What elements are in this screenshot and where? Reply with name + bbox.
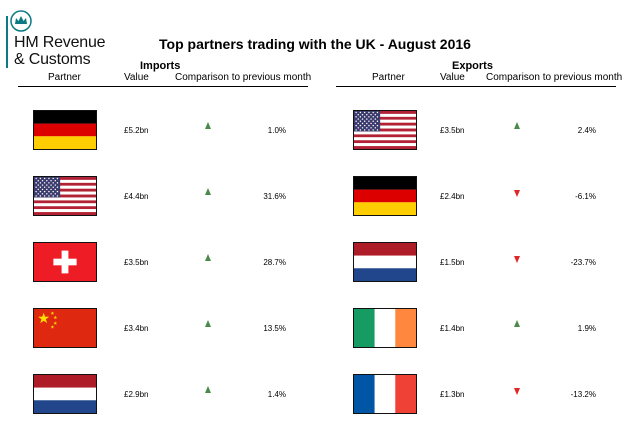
- imports-change: 1.0%: [267, 126, 286, 135]
- exports-value: £1.3bn: [440, 390, 465, 399]
- up-arrow-icon: [205, 188, 211, 195]
- switzerland-flag-icon: [33, 242, 97, 282]
- exports-value: £2.4bn: [440, 192, 465, 201]
- imports-change: 31.6%: [263, 192, 286, 201]
- exports-change: 1.9%: [577, 324, 596, 333]
- up-arrow-icon: [205, 386, 211, 393]
- exports-change: -6.1%: [575, 192, 596, 201]
- imports-col-value: Value: [124, 72, 149, 83]
- logo-rule: [6, 16, 8, 68]
- imports-heading: Imports: [140, 60, 181, 72]
- imports-value: £3.5bn: [124, 258, 149, 267]
- exports-value: £1.4bn: [440, 324, 465, 333]
- up-arrow-icon: [205, 122, 211, 129]
- down-arrow-icon: [514, 190, 520, 197]
- usa-flag-icon: [353, 110, 417, 150]
- exports-value: £3.5bn: [440, 126, 465, 135]
- exports-change: -13.2%: [570, 390, 596, 399]
- netherlands-flag-icon: [353, 242, 417, 282]
- imports-col-comparison: Comparison to previous month: [175, 72, 312, 83]
- imports-change: 13.5%: [263, 324, 286, 333]
- up-arrow-icon: [514, 320, 520, 327]
- exports-col-partner: Partner: [372, 72, 405, 83]
- imports-value: £3.4bn: [124, 324, 149, 333]
- exports-value: £1.5bn: [440, 258, 465, 267]
- down-arrow-icon: [514, 388, 520, 395]
- imports-value: £5.2bn: [124, 126, 149, 135]
- imports-header-rule: [18, 86, 308, 87]
- imports-value: £2.9bn: [124, 390, 149, 399]
- page-title: Top partners trading with the UK - Augus…: [159, 36, 471, 52]
- imports-col-partner: Partner: [48, 72, 81, 83]
- usa-flag-icon: [33, 176, 97, 216]
- logo-line-2: & Customs: [14, 51, 91, 68]
- imports-value: £4.4bn: [124, 192, 149, 201]
- crown-crest-icon: [10, 10, 32, 32]
- up-arrow-icon: [514, 122, 520, 129]
- france-flag-icon: [353, 374, 417, 414]
- exports-header-rule: [336, 86, 616, 87]
- germany-flag-icon: [353, 176, 417, 216]
- hmrc-logo: HM Revenue & Customs: [6, 6, 126, 68]
- exports-heading: Exports: [452, 60, 493, 72]
- imports-change: 28.7%: [263, 258, 286, 267]
- up-arrow-icon: [205, 254, 211, 261]
- logo-text: HM Revenue & Customs: [14, 34, 106, 68]
- imports-change: 1.4%: [267, 390, 286, 399]
- logo-line-1: HM Revenue: [14, 34, 106, 51]
- china-flag-icon: [33, 308, 97, 348]
- germany-flag-icon: [33, 110, 97, 150]
- netherlands-flag-icon: [33, 374, 97, 414]
- exports-col-value: Value: [440, 72, 465, 83]
- ireland-flag-icon: [353, 308, 417, 348]
- up-arrow-icon: [205, 320, 211, 327]
- exports-col-comparison: Comparison to previous month: [486, 72, 623, 83]
- exports-change: 2.4%: [577, 126, 596, 135]
- down-arrow-icon: [514, 256, 520, 263]
- exports-change: -23.7%: [570, 258, 596, 267]
